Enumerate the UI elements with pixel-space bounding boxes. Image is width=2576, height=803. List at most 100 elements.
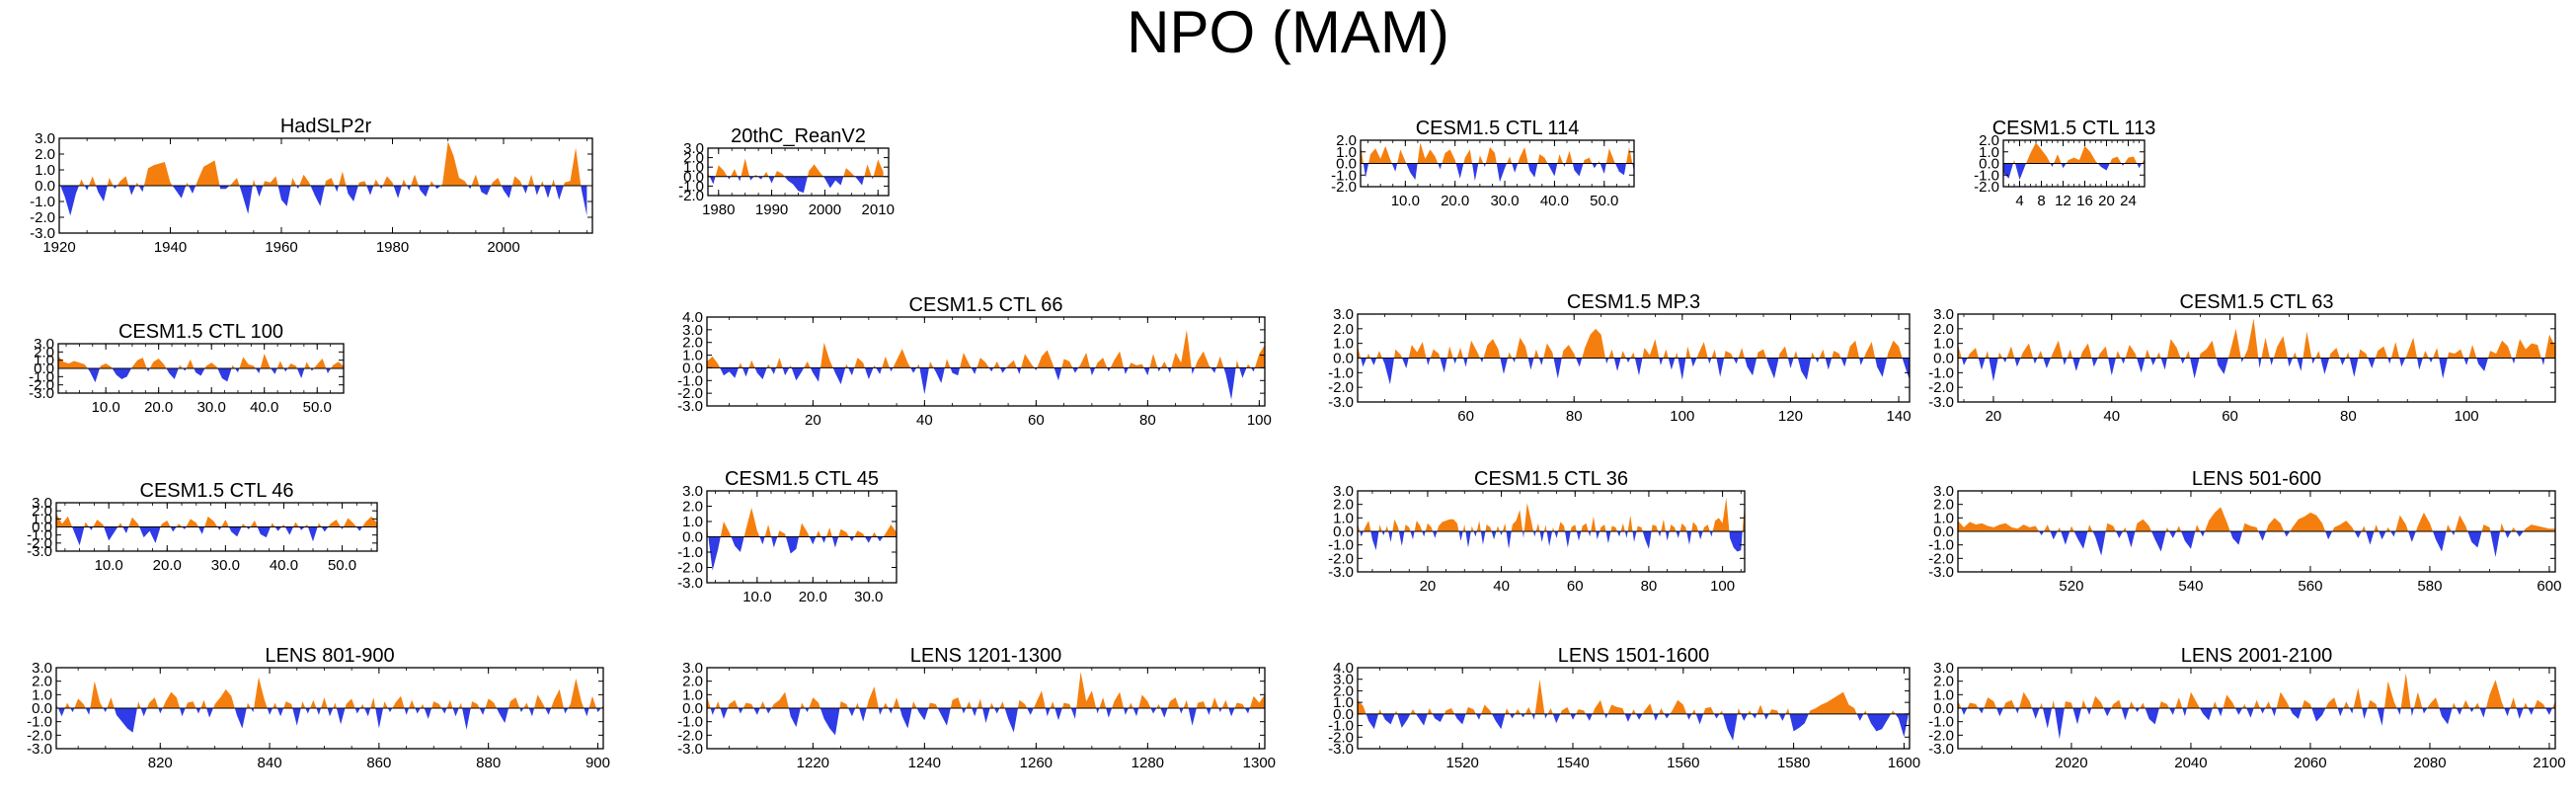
y-tick-label: 2.0 (32, 503, 52, 520)
x-tick-label: 80 (2340, 408, 2357, 425)
panel-title: LENS 801-900 (265, 645, 394, 667)
y-tick-label: -2.0 (29, 377, 54, 394)
x-tick-label: 2040 (2174, 755, 2207, 771)
y-tick-label: -2.0 (1328, 729, 1354, 746)
x-tick-label: 10.0 (95, 557, 123, 574)
panel-15: LENS 1501-1600 4.03.02.01.00.0-1.0-2.0-3.… (1328, 645, 1920, 771)
y-tick-label: -1.0 (1328, 364, 1354, 381)
y-tick-label: -1.0 (1928, 714, 1954, 731)
negative-area (2003, 163, 2145, 180)
y-tick-label: 3.0 (682, 322, 703, 339)
y-tick-label: -1.0 (678, 178, 704, 195)
positive-area (2003, 142, 2145, 164)
y-tick-label: 1.0 (682, 686, 703, 703)
y-tick-label: -2.0 (677, 560, 703, 577)
x-tick-label: 1990 (755, 201, 788, 218)
x-tick-label: 80 (1566, 408, 1583, 425)
panel-title: CESM1.5 CTL 45 (725, 468, 879, 490)
negative-area (56, 708, 603, 733)
panel-10: CESM1.5 CTL 45 3.02.01.00.0-1.0-2.0-3.0 10… (677, 468, 898, 605)
x-tick-label: 2000 (809, 201, 841, 218)
x-tick-label: 60 (1028, 412, 1045, 429)
x-tick-label: 20.0 (799, 589, 827, 605)
x-tick-label: 24 (2120, 193, 2137, 209)
x-tick-label: 1920 (42, 239, 75, 256)
y-tick-label: 1.0 (1933, 686, 1954, 703)
negative-area (58, 368, 344, 383)
y-tick-label: 1.0 (32, 686, 52, 703)
y-tick-label: -3.0 (1328, 564, 1354, 581)
x-tick-label: 40.0 (1540, 193, 1569, 209)
negative-area (1358, 358, 1910, 385)
x-tick-label: 12 (2055, 193, 2071, 209)
y-tick-label: -2.0 (1928, 550, 1954, 567)
positive-area (59, 141, 587, 186)
x-tick-label: 30.0 (197, 399, 226, 416)
plot-frame (706, 316, 1266, 407)
y-tick-label: -3.0 (1928, 564, 1954, 581)
panel-title: CESM1.5 CTL 36 (1474, 468, 1628, 490)
y-tick-label: 0.0 (1333, 351, 1354, 367)
figure-title: NPO (MAM) (1127, 0, 1449, 65)
x-tick-label: 2000 (487, 239, 519, 256)
x-tick-label: 8 (2037, 193, 2045, 209)
y-tick-label: 2.0 (1933, 497, 1954, 514)
x-tick-label: 140 (1887, 408, 1912, 425)
x-tick-label: 60 (1567, 578, 1584, 595)
y-tick-label: -3.0 (677, 398, 703, 415)
x-tick-label: 30.0 (211, 557, 240, 574)
y-tick-label: 0.0 (1933, 523, 1954, 540)
y-tick-label: -1.0 (1331, 167, 1357, 184)
panel-title: LENS 1201-1300 (910, 645, 1061, 667)
y-tick-label: 2.0 (682, 335, 703, 352)
positive-area (1358, 328, 1910, 359)
positive-area (707, 672, 1265, 708)
x-tick-label: 560 (2298, 578, 2322, 595)
y-tick-label: 0.0 (32, 700, 52, 717)
y-tick-label: 0.0 (682, 360, 703, 376)
y-tick-label: 3.0 (35, 130, 55, 147)
x-tick-label: 10.0 (742, 589, 771, 605)
x-tick-label: 4 (2015, 193, 2023, 209)
y-tick-label: 1.0 (1979, 144, 1999, 161)
y-tick-label: 3.0 (683, 140, 704, 157)
y-tick-label: 1.0 (1336, 144, 1357, 161)
y-tick-label: -2.0 (1928, 727, 1954, 744)
y-tick-label: -2.0 (1331, 179, 1357, 196)
x-tick-label: 100 (2455, 408, 2479, 425)
y-tick-label: 1.0 (683, 159, 704, 176)
y-tick-label: 0.0 (1979, 156, 1999, 173)
positive-area (1358, 497, 1745, 531)
panel-11: CESM1.5 CTL 36 3.02.01.00.0-1.0-2.0-3.0 20… (1328, 468, 1746, 595)
x-tick-label: 20 (805, 412, 821, 429)
y-tick-label: 4.0 (1333, 660, 1354, 677)
negative-area (707, 536, 897, 571)
x-tick-label: 60 (1457, 408, 1474, 425)
y-tick-label: -1.0 (27, 714, 52, 731)
y-tick-label: 3.0 (1933, 483, 1954, 500)
y-tick-label: 3.0 (32, 660, 52, 677)
panel-title: 20thC_ReanV2 (731, 125, 866, 147)
y-tick-label: -3.0 (30, 225, 55, 242)
x-tick-label: 10.0 (92, 399, 120, 416)
x-tick-label: 40 (2103, 408, 2120, 425)
panel-title: CESM1.5 CTL 100 (118, 321, 283, 343)
x-tick-label: 16 (2076, 193, 2093, 209)
panel-title: HadSLP2r (280, 116, 372, 137)
x-tick-label: 60 (2222, 408, 2238, 425)
x-tick-label: 1980 (376, 239, 409, 256)
y-tick-label: 2.0 (1933, 321, 1954, 338)
panel-8: CESM1.5 CTL 63 3.02.01.00.0-1.0-2.0-3.0 20… (1928, 291, 2556, 425)
positive-area (1361, 142, 1634, 164)
x-tick-label: 540 (2178, 578, 2203, 595)
plot-frame (1357, 667, 1911, 750)
x-tick-label: 100 (1247, 412, 1272, 429)
y-tick-label: 2.0 (683, 150, 704, 167)
y-tick-label: -1.0 (677, 714, 703, 731)
y-tick-label: -3.0 (677, 575, 703, 592)
x-tick-label: 1220 (797, 755, 829, 771)
panel-title: CESM1.5 CTL 66 (909, 294, 1063, 316)
y-tick-label: 4.0 (682, 309, 703, 326)
y-tick-label: 3.0 (1933, 306, 1954, 323)
